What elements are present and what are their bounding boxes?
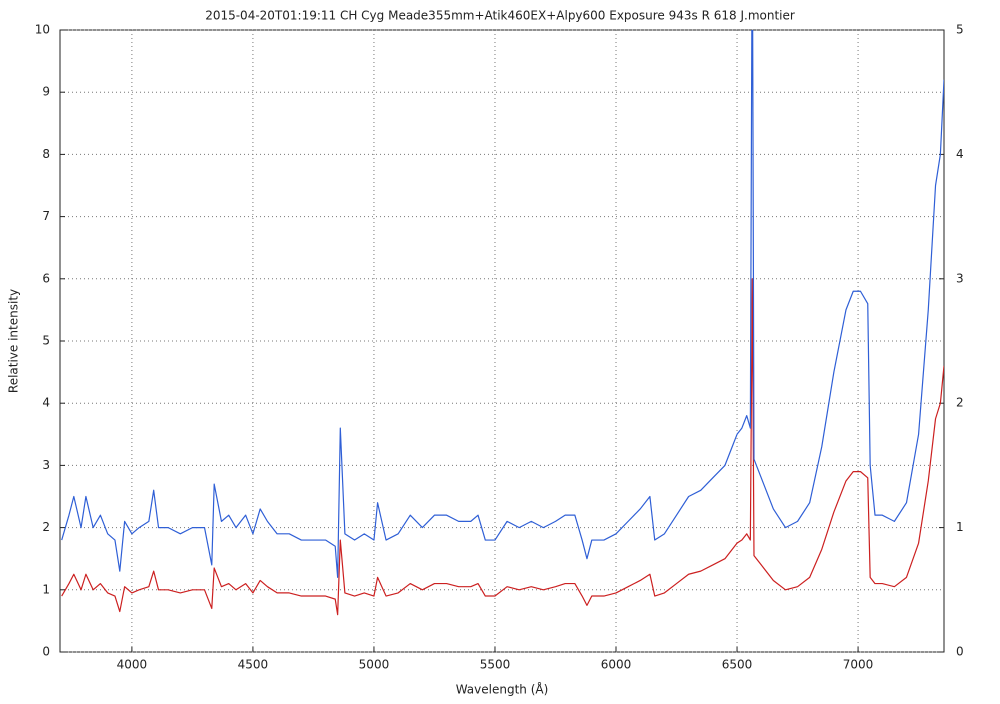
y-tick-label: 8 [42,147,50,161]
y-tick-label: 7 [42,209,50,223]
y-tick-label: 0 [42,645,50,659]
plot-lines [61,30,944,616]
y2-tick-label: 4 [956,147,964,161]
chart-title: 2015-04-20T01:19:11 CH Cyg Meade355mm+At… [205,9,795,23]
y2-tick-label: 0 [956,645,964,659]
x-tick-label: 6000 [601,658,632,672]
x-tick-label: 6500 [722,658,753,672]
x-tick-label: 5500 [480,658,511,672]
y-tick-label: 3 [42,458,50,472]
y-tick-label: 9 [42,85,50,99]
y-tick-label: 5 [42,334,50,348]
y2-tick-label: 5 [956,23,964,37]
y2-tick-label: 3 [956,271,964,285]
y-tick-label: 1 [42,582,50,596]
y-axis-label: Relative intensity [7,289,21,393]
x-axis-label: Wavelength (Å) [456,682,549,697]
x-tick-label: 4000 [117,658,148,672]
grid [60,29,944,653]
y2-tick-label: 1 [956,520,964,534]
spectrum-line [61,30,944,578]
x-tick-label: 7000 [843,658,874,672]
y-tick-label: 4 [42,396,50,410]
y2-tick-label: 2 [956,396,964,410]
y-tick-label: 10 [35,23,50,37]
x-tick-label: 5000 [359,658,390,672]
y-tick-label: 2 [42,520,50,534]
x-tick-label: 4500 [238,658,269,672]
spectrum-line [61,278,944,616]
y-tick-label: 6 [42,271,50,285]
